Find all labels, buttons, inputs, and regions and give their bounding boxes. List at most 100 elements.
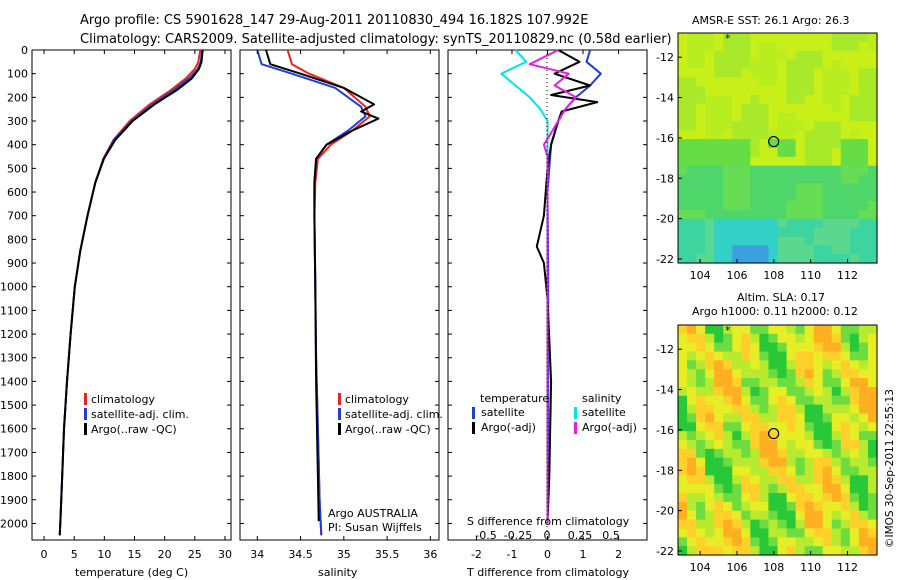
map-cell bbox=[741, 201, 751, 211]
map-cell bbox=[696, 537, 706, 547]
map-cell bbox=[714, 333, 724, 344]
depth-tick-label: 1100 bbox=[0, 304, 28, 317]
map-cell bbox=[759, 103, 770, 114]
map-cell bbox=[678, 218, 688, 229]
map-cell bbox=[705, 112, 715, 123]
map-cell bbox=[777, 41, 788, 52]
map-cell bbox=[696, 342, 706, 353]
x-tick-label: 34.5 bbox=[288, 548, 313, 561]
map-cell bbox=[714, 395, 724, 406]
lat-tick-label: -14 bbox=[656, 92, 674, 105]
legend-label: satellite-adj. clim. bbox=[345, 408, 443, 421]
map-cell bbox=[732, 183, 742, 193]
map-cell bbox=[678, 130, 688, 140]
map-cell bbox=[705, 41, 715, 52]
map-cell bbox=[813, 209, 824, 220]
map-cell bbox=[795, 431, 806, 441]
depth-tick-label: 1200 bbox=[0, 328, 28, 341]
map-cell bbox=[750, 378, 761, 388]
map-cell bbox=[687, 395, 697, 406]
map-cell bbox=[831, 139, 842, 149]
map-cell bbox=[732, 86, 742, 96]
map-cell bbox=[705, 245, 715, 255]
map-cell bbox=[759, 148, 770, 158]
map-cell bbox=[786, 227, 797, 238]
map-cell bbox=[678, 510, 688, 521]
map-cell bbox=[750, 501, 761, 512]
map-cell bbox=[705, 493, 715, 503]
map-cell bbox=[750, 510, 761, 521]
map-cell bbox=[858, 121, 869, 131]
map-cell bbox=[714, 378, 724, 388]
map-cell bbox=[858, 484, 869, 494]
map-cell bbox=[714, 201, 724, 211]
map-cell bbox=[858, 192, 869, 202]
map-cell bbox=[696, 440, 706, 450]
map-cell bbox=[687, 378, 697, 388]
map-cell bbox=[840, 413, 851, 423]
map-cell bbox=[723, 519, 733, 530]
map-cell bbox=[768, 484, 779, 494]
map-cell bbox=[804, 457, 815, 468]
map-cell bbox=[786, 183, 797, 193]
map-cell bbox=[687, 528, 697, 538]
lat-tick-label: -20 bbox=[656, 505, 674, 518]
map-cell bbox=[678, 209, 688, 220]
map-cell bbox=[822, 77, 833, 87]
map-cell bbox=[696, 404, 706, 415]
map-cell bbox=[795, 183, 806, 193]
map-cell bbox=[804, 422, 815, 432]
x-axis-ticks: 0 5 10 15 20 25 30 34 34.5 35 35.5 36 -2 -1 0 1 2 bbox=[41, 50, 622, 561]
map-cell bbox=[687, 59, 697, 69]
map-cell bbox=[759, 227, 770, 238]
map-cell bbox=[723, 192, 733, 202]
map-cell bbox=[858, 537, 869, 547]
map-cell bbox=[786, 378, 797, 388]
map-cell bbox=[768, 254, 779, 264]
map-cell bbox=[867, 183, 878, 193]
map-cell bbox=[849, 448, 860, 459]
map-cell bbox=[786, 165, 797, 176]
s-tick-label: -0.5 bbox=[475, 529, 496, 542]
map-cell bbox=[831, 431, 842, 441]
map-cell bbox=[759, 395, 770, 406]
map-cell bbox=[768, 86, 779, 96]
map-cell bbox=[849, 183, 860, 193]
map-cell bbox=[705, 139, 715, 149]
depth-tick-label: 600 bbox=[7, 186, 28, 199]
map-cell bbox=[750, 528, 761, 538]
lat-tick-label: -18 bbox=[656, 172, 674, 185]
map-cell bbox=[849, 457, 860, 468]
map-cell bbox=[840, 254, 851, 264]
legend-swatch-s-satellite bbox=[574, 407, 577, 419]
map-cell bbox=[759, 254, 770, 264]
map-cell bbox=[840, 333, 851, 344]
map-cell bbox=[786, 404, 797, 415]
map-cell bbox=[867, 41, 878, 52]
map-cell bbox=[696, 466, 706, 476]
map-cell bbox=[723, 209, 733, 220]
map-cell bbox=[723, 68, 733, 78]
map-cell bbox=[732, 440, 742, 450]
map-cell bbox=[732, 404, 742, 415]
map-cell bbox=[849, 156, 860, 167]
map-cell bbox=[777, 369, 788, 379]
map-cell bbox=[777, 333, 788, 344]
map-cell bbox=[705, 386, 715, 397]
map-cell bbox=[678, 386, 688, 397]
map-cell bbox=[840, 431, 851, 441]
map-cell bbox=[678, 68, 688, 78]
map-cell bbox=[696, 165, 706, 176]
map-cell bbox=[840, 519, 851, 530]
map-cell bbox=[858, 254, 869, 264]
map-cell bbox=[867, 528, 878, 538]
map-cell bbox=[831, 448, 842, 459]
map-cell bbox=[813, 395, 824, 406]
map-cell bbox=[813, 227, 824, 238]
map-cell bbox=[732, 68, 742, 78]
map-cell bbox=[696, 209, 706, 220]
map-cell bbox=[678, 77, 688, 87]
map-cell bbox=[768, 404, 779, 415]
map-cell bbox=[813, 201, 824, 211]
map-cell bbox=[678, 378, 688, 388]
